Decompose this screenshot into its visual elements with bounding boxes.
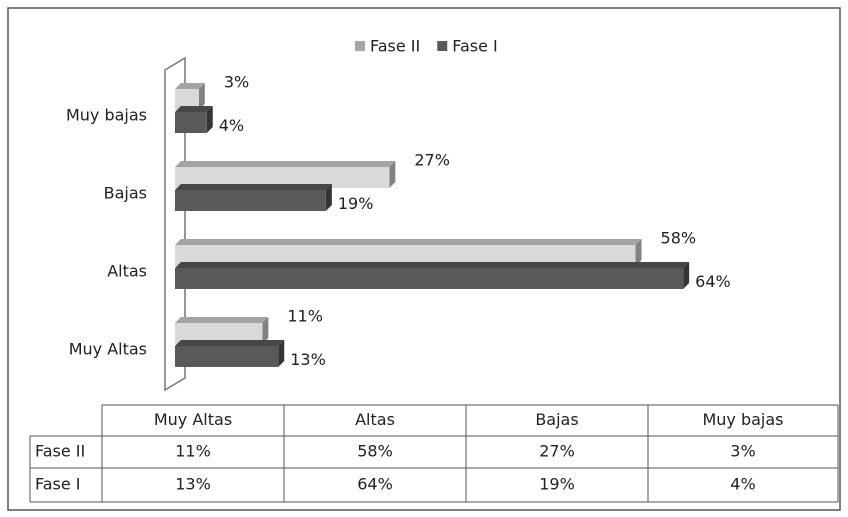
bar (175, 190, 326, 211)
bar-top (175, 184, 332, 190)
data-label: 64% (695, 272, 731, 291)
legend-label: Fase I (452, 37, 498, 56)
table-cell: 11% (175, 442, 211, 461)
bar (175, 346, 279, 367)
bar-side (635, 239, 642, 266)
bar (175, 112, 207, 133)
data-label: 11% (287, 307, 323, 326)
table-cell: 13% (175, 475, 211, 494)
table-cell: 4% (730, 475, 755, 494)
data-label: 27% (414, 151, 450, 170)
bar-side (198, 83, 205, 110)
bar-side (683, 262, 690, 289)
table-cell: 27% (539, 442, 575, 461)
bar-side (325, 184, 332, 211)
data-label: 13% (290, 350, 326, 369)
bar-side (262, 317, 269, 344)
bar (175, 167, 390, 188)
table-cell: 64% (357, 475, 393, 494)
y-tick-label: Altas (107, 262, 147, 281)
table-header: Bajas (535, 410, 578, 429)
table-cell: 19% (539, 475, 575, 494)
bar-top (175, 161, 396, 167)
data-label: 4% (219, 116, 244, 135)
y-tick-label: Muy Altas (69, 340, 147, 359)
table-header: Muy bajas (702, 410, 783, 429)
bar-top (175, 106, 213, 112)
table-header: Altas (355, 410, 395, 429)
bar-side (278, 340, 285, 367)
table-cell: 3% (730, 442, 755, 461)
legend-label: Fase II (370, 37, 420, 56)
table-row-header: Fase I (35, 475, 81, 494)
bar-side (389, 161, 396, 188)
y-tick-label: Muy bajas (66, 106, 147, 125)
bar (175, 89, 199, 110)
bar-top (175, 340, 285, 346)
data-label: 58% (661, 229, 697, 248)
data-label: 3% (224, 73, 249, 92)
y-tick-label: Bajas (104, 184, 147, 203)
data-label: 19% (338, 194, 374, 213)
legend-swatch (437, 41, 448, 51)
bar-side (206, 106, 213, 133)
bar-top (175, 317, 269, 323)
bar-top (175, 83, 205, 89)
bar-top (175, 239, 642, 245)
legend-swatch (355, 41, 365, 51)
bar (175, 245, 636, 266)
table-row-header: Fase II (35, 442, 85, 461)
table-cell: 58% (357, 442, 393, 461)
bar-top (175, 262, 690, 268)
chart-wall (164, 56, 186, 392)
bar (175, 268, 684, 289)
table-header: Muy Altas (154, 410, 232, 429)
bar (175, 323, 263, 344)
